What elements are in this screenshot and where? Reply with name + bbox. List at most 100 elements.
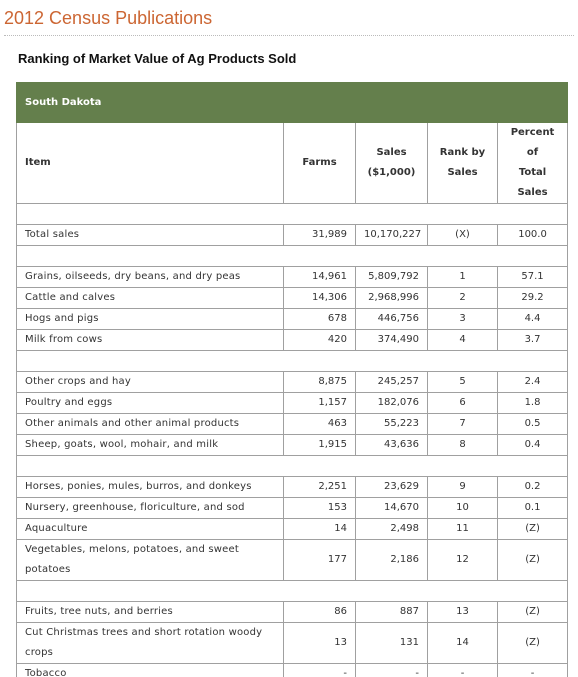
column-header-text: Sales [447,167,478,178]
value-cell: 5 [427,371,498,393]
value-cell: 2,251 [283,476,356,498]
value-cell: 11 [427,518,498,540]
table-title: Ranking of Market Value of Ag Products S… [18,51,297,66]
item-cell: Total sales [16,224,284,246]
column-header-row: Item Farms Sales ($1,000) Rank by Sales Percen… [16,122,569,204]
item-cell: Other animals and other animal products [16,413,284,435]
column-header-text: Farms [302,157,337,168]
spacer-cell [15,455,569,477]
data-row: Cut Christmas trees and short rotation w… [16,622,569,664]
column-header: Rank by Sales [427,122,498,204]
value-cell: 153 [283,497,356,519]
spacer-cell [15,580,569,602]
item-cell: Poultry and eggs [16,392,284,414]
data-row: Nursery, greenhouse, floriculture, and s… [16,497,569,519]
spacer-cell [15,350,569,372]
column-header: Percent of Total Sales [496,122,569,204]
data-row: Sheep, goats, wool, mohair, and milk 1,91… [16,434,569,456]
spacer-row [15,580,569,602]
value-cell: 7 [427,413,498,435]
value-cell: (Z) [496,539,569,581]
value-cell: 2,968,996 [355,287,428,309]
item-cell: Milk from cows [16,329,284,351]
value-cell: (X) [427,224,498,246]
value-cell: 0.1 [496,497,569,519]
value-cell: 0.2 [496,476,569,498]
column-header-text: Percent of [510,127,555,158]
item-cell: Cattle and calves [16,287,284,309]
value-cell: 14,306 [283,287,356,309]
item-cell: Fruits, tree nuts, and berries [16,601,284,623]
column-header-text: Rank by [439,147,486,158]
spacer-cell [15,203,569,225]
data-row: Fruits, tree nuts, and berries 86 887 13 (Z) [16,601,569,623]
value-cell: 1 [427,266,498,288]
value-cell: 8 [427,434,498,456]
state-row: South Dakota [15,82,569,123]
value-cell: 12 [427,539,498,581]
value-cell: 420 [283,329,356,351]
value-cell: 2,186 [355,539,428,581]
value-cell: 245,257 [355,371,428,393]
spacer-row [15,245,569,267]
data-row: Milk from cows 420 374,490 4 3.7 [16,329,569,351]
state-name: South Dakota [15,82,569,123]
value-cell: 29.2 [496,287,569,309]
data-row: Total sales 31,989 10,170,227 (X) 100.0 [16,224,569,246]
column-header: Sales ($1,000) [355,122,428,204]
value-cell: 10 [427,497,498,519]
value-cell: (Z) [496,601,569,623]
data-row: Vegetables, melons, potatoes, and sweet … [16,539,569,581]
value-cell: 0.4 [496,434,569,456]
value-cell: 131 [355,622,428,664]
value-cell: 14 [283,518,356,540]
value-cell: 13 [283,622,356,664]
value-cell: 0.5 [496,413,569,435]
value-cell: 10,170,227 [355,224,428,246]
value-cell: 3 [427,308,498,330]
value-cell: 13 [427,601,498,623]
value-cell: 177 [283,539,356,581]
value-cell: 463 [283,413,356,435]
data-row: Other animals and other animal products 4… [16,413,569,435]
value-cell: 14,961 [283,266,356,288]
data-row: Cattle and calves 14,306 2,968,996 2 29.2 [16,287,569,309]
value-cell: 55,223 [355,413,428,435]
data-row: Horses, ponies, mules, burros, and donke… [16,476,569,498]
value-cell: 31,989 [283,224,356,246]
value-cell: 2.4 [496,371,569,393]
page-title: 2012 Census Publications [4,8,213,28]
value-cell: 887 [355,601,428,623]
item-cell: Horses, ponies, mules, burros, and donke… [16,476,284,498]
value-cell: 1.8 [496,392,569,414]
value-cell: (Z) [496,518,569,540]
value-cell: - [355,663,428,677]
column-header-text: ($1,000) [367,167,416,178]
item-cell: Nursery, greenhouse, floriculture, and s… [16,497,284,519]
data-row: Hogs and pigs 678 446,756 3 4.4 [16,308,569,330]
value-cell: 9 [427,476,498,498]
column-header: Item [16,122,284,204]
value-cell: 182,076 [355,392,428,414]
spacer-cell [15,245,569,267]
value-cell: 23,629 [355,476,428,498]
value-cell: 4.4 [496,308,569,330]
value-cell: 5,809,792 [355,266,428,288]
value-cell: - [283,663,356,677]
value-cell: 2,498 [355,518,428,540]
value-cell: - [496,663,569,677]
divider [4,35,574,36]
data-row: Grains, oilseeds, dry beans, and dry pea… [16,266,569,288]
value-cell: 14,670 [355,497,428,519]
value-cell: 8,875 [283,371,356,393]
value-cell: 6 [427,392,498,414]
item-cell: Grains, oilseeds, dry beans, and dry pea… [16,266,284,288]
value-cell: 4 [427,329,498,351]
item-cell: Cut Christmas trees and short rotation w… [16,622,284,664]
item-cell: Tobacco [16,663,284,677]
spacer-row [15,455,569,477]
item-cell: Hogs and pigs [16,308,284,330]
table-body: South Dakota Item Farms Sales ($1,000) Rank … [15,82,569,677]
value-cell: 1,157 [283,392,356,414]
